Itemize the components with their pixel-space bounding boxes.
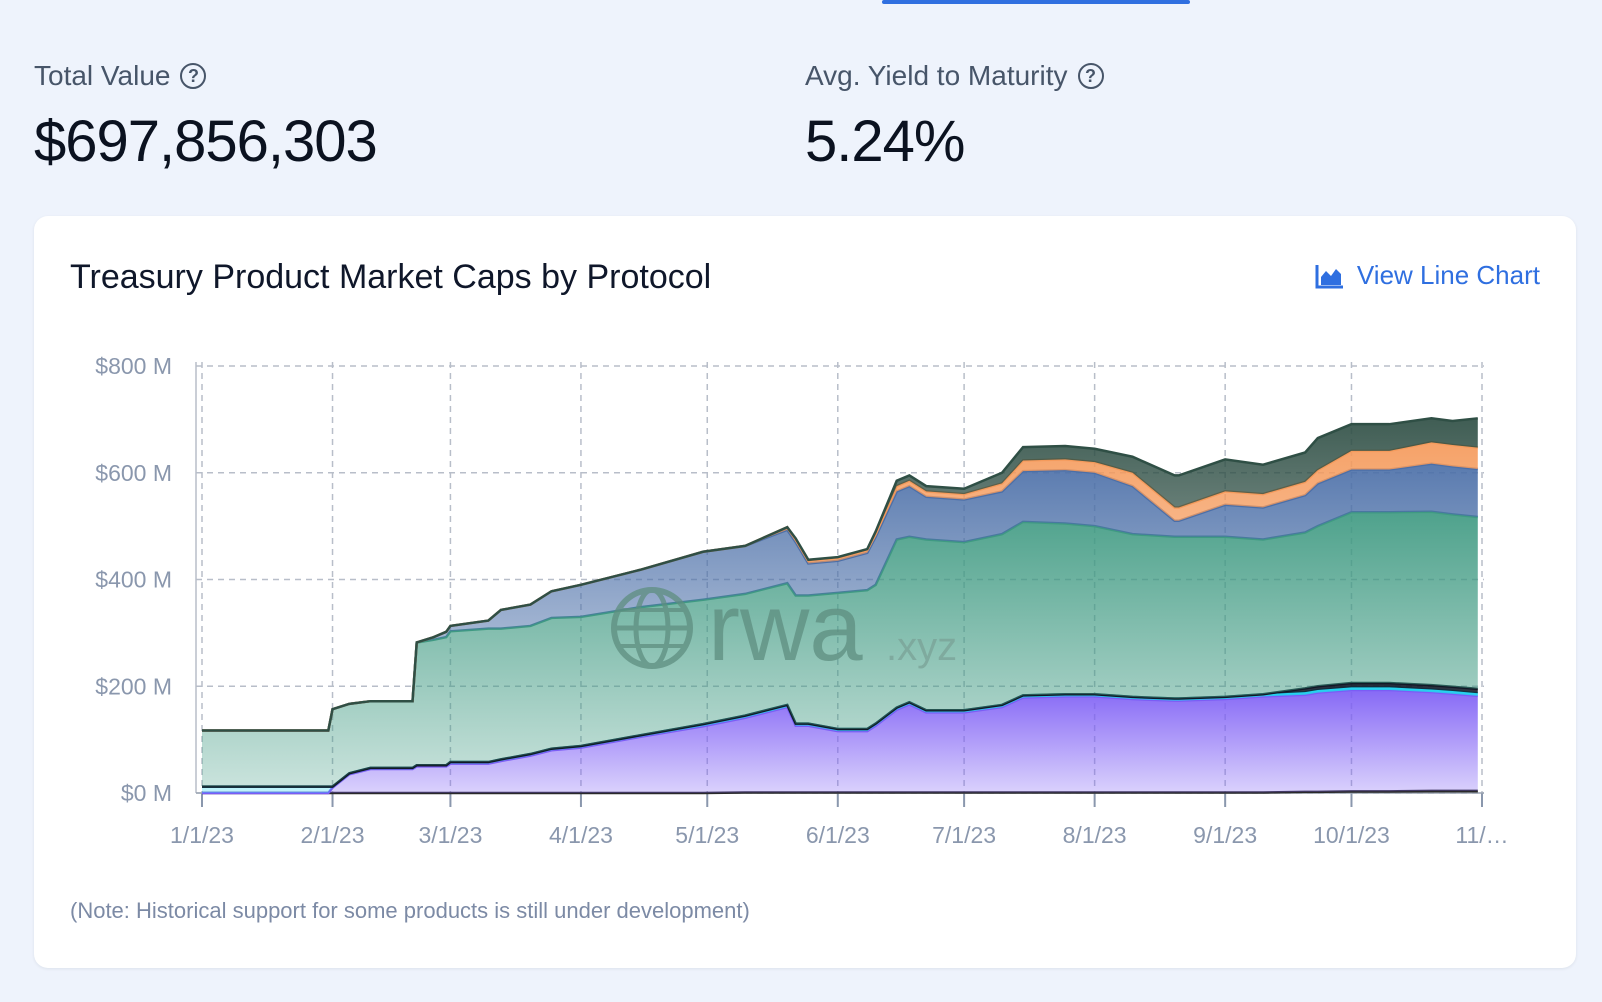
series-area-1 — [202, 689, 1478, 793]
series-line-7 — [202, 417, 1478, 732]
x-tick-label: 6/1/23 — [806, 822, 870, 848]
series-area-4 — [202, 511, 1478, 787]
x-tick-label: 4/1/23 — [549, 822, 613, 848]
avg-yield-amount: 5.24% — [805, 109, 965, 174]
avg-yield-stat: Avg. Yield to Maturity ? 5.24% — [805, 58, 1104, 175]
view-line-chart-button[interactable]: View Line Chart — [1315, 260, 1540, 291]
x-tick-label: 10/1/23 — [1313, 822, 1390, 848]
watermark-suffix: .xyz — [886, 625, 957, 669]
y-tick-label: $800 M — [95, 353, 172, 379]
y-tick-label: $0 M — [121, 780, 172, 806]
chart-note: (Note: Historical support for some produ… — [70, 898, 750, 923]
y-tick-label: $600 M — [95, 460, 172, 486]
x-tick-label: 2/1/23 — [301, 822, 365, 848]
y-tick-label: $400 M — [95, 567, 172, 593]
x-tick-label: 8/1/23 — [1063, 822, 1127, 848]
total-value-stat: Total Value ? $697,856,303 — [34, 58, 378, 175]
x-tick-label: 5/1/23 — [675, 822, 739, 848]
x-tick-label: 1/1/23 — [170, 822, 234, 848]
total-value-label: Total Value — [34, 60, 171, 91]
chart-card: $0 M $200 M $400 M $600 M $800 M 1/1/23 2/1/23… — [34, 216, 1576, 968]
x-tick-label: 11/… — [1455, 822, 1508, 848]
series-area-7 — [202, 418, 1478, 731]
series-area-5 — [202, 463, 1478, 731]
total-value-amount: $697,856,303 — [34, 109, 378, 174]
help-icon[interactable]: ? — [1077, 63, 1104, 89]
chart-series — [202, 417, 1478, 795]
y-tick-label: $200 M — [95, 673, 172, 699]
series-line-4 — [202, 510, 1478, 732]
watermark-text: rwa — [708, 574, 863, 681]
avg-yield-label: Avg. Yield to Maturity — [805, 60, 1068, 91]
x-tick-label: 9/1/23 — [1193, 822, 1257, 848]
top-link-underline[interactable] — [882, 0, 1190, 4]
x-tick-label: 7/1/23 — [932, 822, 996, 848]
x-tick-label: 3/1/23 — [418, 822, 482, 848]
view-line-chart-label: View Line Chart — [1356, 260, 1540, 290]
chart-area: $0 M $200 M $400 M $600 M $800 M 1/1/23 2/1/23… — [34, 216, 1576, 968]
chart-title: Treasury Product Market Caps by Protocol — [70, 258, 712, 296]
area-chart-icon — [1315, 264, 1343, 288]
watermark: rwa .xyz — [611, 574, 957, 681]
market-cap-chart: $0 M $200 M $400 M $600 M $800 M 1/1/23 2/1/23… — [95, 353, 1508, 848]
help-icon[interactable]: ? — [180, 63, 207, 89]
